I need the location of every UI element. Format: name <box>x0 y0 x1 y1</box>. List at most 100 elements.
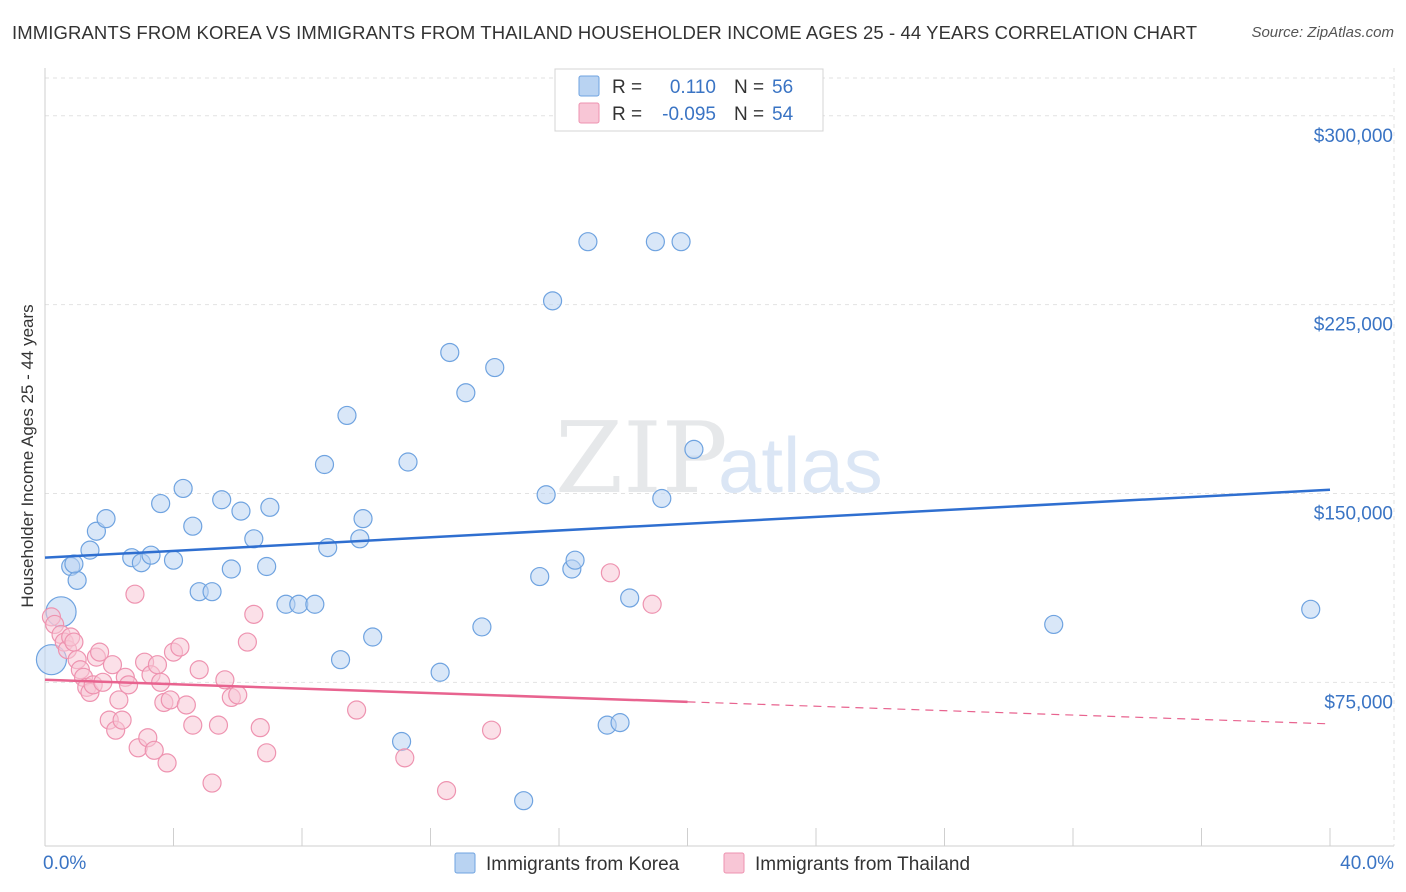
y-tick-label-3: $300,000 <box>1314 126 1393 147</box>
point-korea-26 <box>314 454 335 475</box>
point-thailand-23 <box>125 584 145 604</box>
point-thailand-52 <box>600 563 621 583</box>
point-korea-3 <box>67 570 87 590</box>
watermark: ZIP atlas <box>555 402 883 516</box>
point-korea-36 <box>440 342 460 363</box>
trend-layer <box>44 488 1331 725</box>
point-korea-38 <box>472 617 492 637</box>
y-tick-labels: $75,000 $150,000 $225,000 $300,000 <box>1314 126 1393 714</box>
point-thailand-20 <box>112 710 132 730</box>
point-korea-17 <box>212 490 232 510</box>
watermark-zip: ZIP <box>555 402 728 516</box>
trendline-korea <box>44 488 1331 559</box>
point-thailand-35 <box>170 637 190 657</box>
point-korea-32 <box>363 627 383 647</box>
point-korea-13 <box>173 478 193 499</box>
series-thailand <box>41 563 662 801</box>
legend-label-korea: Immigrants from Korea <box>486 854 680 875</box>
point-korea-50 <box>645 232 665 252</box>
legend-n-label-korea: N = <box>734 77 764 98</box>
point-korea-29 <box>337 405 357 426</box>
point-korea-24 <box>289 594 309 614</box>
point-thailand-32 <box>157 753 177 773</box>
point-thailand-50 <box>436 781 457 801</box>
point-korea-46 <box>578 232 598 252</box>
y-tick-label-0: $75,000 <box>1324 692 1393 713</box>
point-korea-39 <box>485 357 505 378</box>
series-korea <box>35 232 1321 811</box>
point-thailand-17 <box>102 655 123 675</box>
point-korea-18 <box>221 559 241 579</box>
point-korea-43 <box>542 291 563 311</box>
point-korea-34 <box>398 452 418 472</box>
y-tick-label-2: $225,000 <box>1314 315 1393 336</box>
trendline-thailand <box>44 678 688 704</box>
point-thailand-51 <box>481 720 502 740</box>
x-tick-label-min: 0.0% <box>43 853 86 874</box>
point-korea-33 <box>391 731 412 752</box>
legend-n-value-korea: 56 <box>772 77 793 98</box>
point-thailand-47 <box>257 743 277 763</box>
point-korea-14 <box>183 516 203 536</box>
point-korea-28 <box>330 650 351 670</box>
point-thailand-14 <box>90 642 110 662</box>
point-thailand-49 <box>395 748 415 768</box>
trendline-thailand-extension <box>687 701 1331 725</box>
source-credit: Source: ZipAtlas.com <box>1251 24 1394 41</box>
point-korea-42 <box>536 485 556 505</box>
point-thailand-41 <box>215 670 235 690</box>
point-korea-40 <box>514 791 534 811</box>
point-thailand-46 <box>250 718 270 738</box>
stats-legend: R = 0.110 N = 56 R = -0.095 N = 54 <box>554 68 824 132</box>
point-korea-16 <box>202 582 222 602</box>
point-korea-55 <box>1301 599 1321 619</box>
point-thailand-53 <box>642 594 662 614</box>
point-thailand-43 <box>228 685 248 705</box>
point-thailand-45 <box>244 604 264 624</box>
legend-r-value-korea: 0.110 <box>670 77 716 98</box>
point-korea-45 <box>565 550 585 570</box>
point-korea-30 <box>350 529 370 549</box>
point-korea-31 <box>353 509 373 529</box>
point-thailand-6 <box>64 632 84 652</box>
axes <box>44 68 1394 847</box>
point-thailand-37 <box>183 715 203 735</box>
legend-swatch-korea-bottom <box>454 852 476 874</box>
point-thailand-36 <box>176 695 196 715</box>
series-layer <box>35 232 1321 811</box>
point-korea-48 <box>610 713 630 733</box>
point-korea-54 <box>1044 614 1064 635</box>
point-thailand-29 <box>147 655 168 675</box>
point-korea-51 <box>652 488 672 509</box>
point-korea-21 <box>257 556 277 577</box>
legend-r-value-thailand: -0.095 <box>662 104 716 125</box>
point-korea-41 <box>530 566 550 587</box>
point-korea-7 <box>96 509 116 529</box>
legend-n-value-thailand: 54 <box>772 104 794 125</box>
point-korea-12 <box>163 550 184 570</box>
point-korea-11 <box>151 493 171 514</box>
point-thailand-40 <box>208 715 229 735</box>
legend-n-label-thailand: N = <box>734 104 764 125</box>
point-korea-22 <box>260 497 280 517</box>
point-thailand-38 <box>189 660 209 680</box>
legend-swatch-thailand-bottom <box>723 852 745 874</box>
legend-r-label-korea: R = <box>612 77 642 98</box>
chart-title: IMMIGRANTS FROM KOREA VS IMMIGRANTS FROM… <box>12 22 1198 43</box>
legend-swatch-thailand <box>578 102 600 124</box>
point-korea-37 <box>456 383 476 403</box>
point-korea-52 <box>671 232 691 252</box>
x-tick-label-max: 40.0% <box>1340 853 1394 874</box>
point-thailand-19 <box>109 690 129 710</box>
point-thailand-33 <box>160 690 180 710</box>
point-korea-35 <box>430 662 450 682</box>
point-thailand-48 <box>347 700 367 720</box>
point-thailand-22 <box>118 675 139 695</box>
point-korea-49 <box>620 588 640 608</box>
point-korea-25 <box>305 594 325 614</box>
y-tick-label-1: $150,000 <box>1314 503 1393 524</box>
stats-legend-box <box>554 68 824 132</box>
point-korea-53 <box>684 439 704 460</box>
legend-label-thailand: Immigrants from Thailand <box>755 854 970 875</box>
